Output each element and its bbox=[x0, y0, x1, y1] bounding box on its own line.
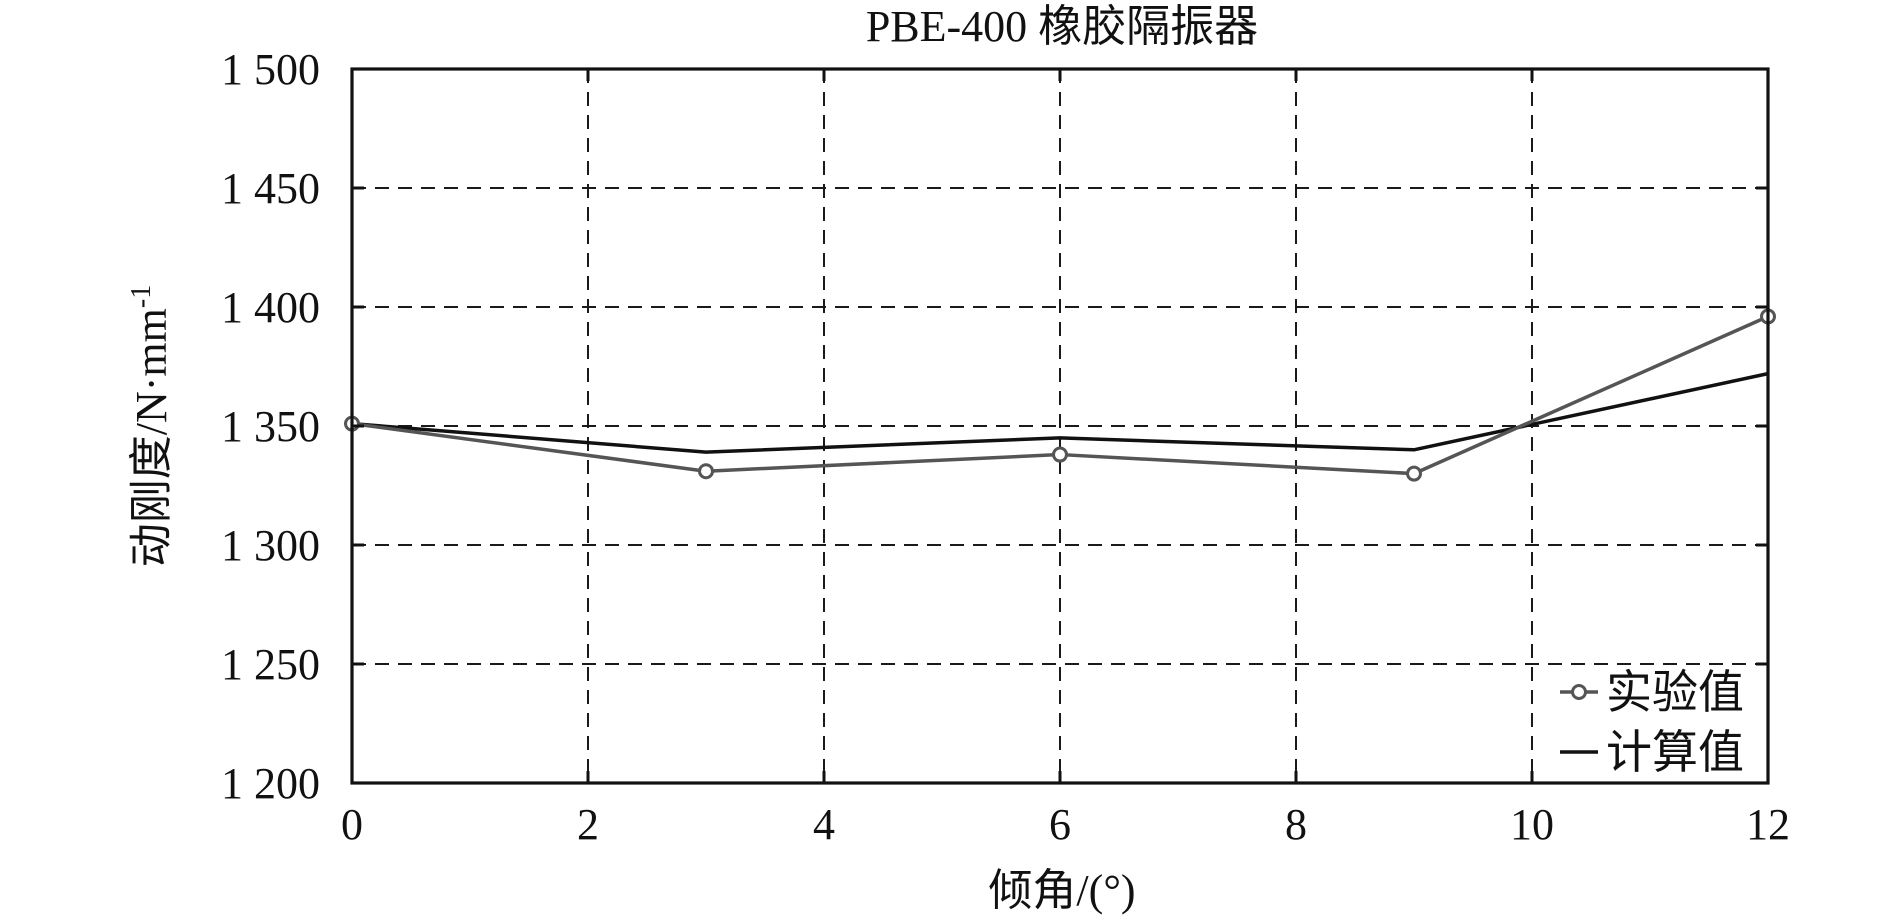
chart-title: PBE-400 橡胶隔振器 bbox=[866, 2, 1258, 51]
y-tick-label: 1 200 bbox=[221, 759, 320, 808]
x-tick-label: 8 bbox=[1285, 800, 1307, 849]
legend-label-calculated: 计算值 bbox=[1606, 727, 1744, 778]
axis-ticks bbox=[350, 67, 1770, 785]
x-tick-label: 0 bbox=[341, 800, 363, 849]
y-tick-label: 1 500 bbox=[221, 45, 320, 94]
y-axis-title-text: 动刚度/N·mm bbox=[127, 308, 176, 567]
y-tick-label: 1 300 bbox=[221, 521, 320, 570]
tick-labels: 0 2 4 6 8 10 12 1 200 1 250 1 300 1 350 1 400 1 450 1… bbox=[221, 45, 1790, 849]
x-tick-label: 4 bbox=[813, 800, 835, 849]
y-tick-label: 1 450 bbox=[221, 164, 320, 213]
x-tick-label: 2 bbox=[577, 800, 599, 849]
data-point-experimental bbox=[1052, 446, 1068, 463]
y-tick-label: 1 250 bbox=[221, 640, 320, 689]
x-tick-label: 12 bbox=[1746, 800, 1790, 849]
legend: 实验值 计算值 bbox=[1560, 667, 1744, 778]
x-axis-title: 倾角/(°) bbox=[988, 866, 1135, 915]
x-tick-label: 10 bbox=[1510, 800, 1554, 849]
y-axis-title: 动刚度/N·mm-1 bbox=[126, 285, 176, 567]
grid-lines bbox=[352, 69, 1768, 783]
legend-marker-circle-experimental bbox=[1571, 684, 1587, 700]
data-point-experimental bbox=[1406, 465, 1422, 482]
legend-label-experimental: 实验值 bbox=[1606, 667, 1744, 718]
y-tick-label: 1 350 bbox=[221, 402, 320, 451]
y-axis-title-superscript: -1 bbox=[126, 285, 157, 308]
data-point-experimental bbox=[698, 463, 714, 480]
x-tick-label: 6 bbox=[1049, 800, 1071, 849]
y-tick-label: 1 400 bbox=[221, 283, 320, 332]
series-line-calculated bbox=[351, 371, 1769, 454]
